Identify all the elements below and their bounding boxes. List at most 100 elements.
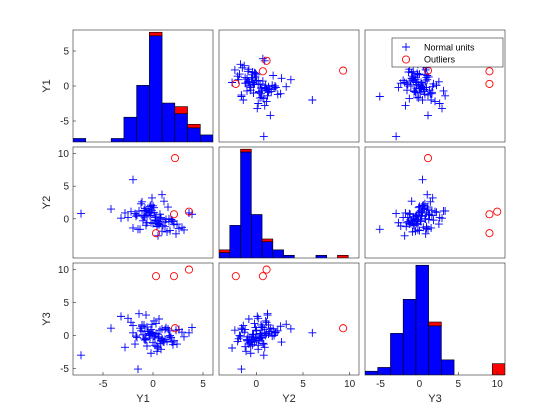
normal-unit-point	[253, 104, 262, 113]
normal-unit-point	[259, 351, 268, 360]
normal-unit-point	[408, 227, 417, 236]
histogram-bar-outlier	[337, 254, 349, 258]
normal-unit-point	[117, 312, 125, 321]
outlier-point	[184, 265, 194, 274]
normal-unit-point	[259, 132, 268, 141]
normal-unit-point	[140, 334, 148, 343]
y-tick-label: 5	[63, 47, 69, 58]
normal-unit-point	[246, 342, 255, 351]
x-tick-label: -5	[376, 379, 385, 390]
histogram-bar-normal	[136, 85, 150, 142]
normal-unit-point	[375, 225, 384, 234]
normal-unit-point	[142, 206, 150, 215]
normal-unit-point	[141, 327, 149, 336]
normal-unit-point	[243, 86, 251, 95]
normal-unit-point	[263, 311, 272, 320]
normal-unit-point	[173, 220, 181, 229]
x-axis-label-Y3: Y3	[428, 393, 441, 405]
normal-unit-point	[405, 220, 414, 229]
normal-unit-point	[233, 337, 242, 346]
legend-plus-icon	[402, 43, 410, 51]
histogram-bar-normal	[240, 151, 252, 258]
panel-Y2-vs-Y1	[72, 146, 214, 259]
normal-unit-point	[262, 97, 271, 106]
x-tick-label: 5	[300, 379, 306, 390]
normal-unit-point	[164, 203, 172, 212]
normal-unit-point	[253, 312, 262, 321]
histogram-bar-normal	[251, 214, 263, 258]
histogram-bar-normal	[110, 138, 125, 142]
normal-unit-point	[107, 324, 115, 333]
normal-unit-point	[107, 205, 115, 214]
normal-unit-point	[121, 343, 129, 352]
normal-unit-point	[143, 210, 151, 219]
normal-unit-point	[421, 214, 430, 223]
normal-unit-point	[417, 206, 425, 215]
normal-unit-point	[243, 336, 251, 345]
normal-unit-point	[257, 93, 266, 102]
normal-unit-point	[155, 332, 163, 341]
normal-unit-point	[133, 210, 141, 219]
normal-unit-point	[409, 67, 418, 76]
y-tick-label: -5	[60, 117, 69, 128]
normal-unit-point	[403, 86, 411, 95]
legend-label-normal: Normal units	[424, 43, 475, 53]
normal-unit-point	[147, 218, 155, 227]
legend-label-outliers: Outliers	[424, 55, 456, 65]
normal-unit-point	[236, 332, 245, 341]
histogram-bar-outlier	[428, 321, 442, 327]
normal-unit-point	[252, 326, 261, 335]
histogram-bar-normal	[73, 138, 87, 142]
histogram-bar-normal	[219, 252, 231, 258]
normal-unit-point	[161, 218, 169, 227]
histogram-bar-normal	[174, 113, 188, 142]
outlier-point	[170, 154, 180, 163]
normal-unit-point	[270, 331, 279, 340]
normal-unit-point	[266, 324, 275, 333]
normal-unit-point	[77, 209, 85, 218]
normal-unit-point	[427, 223, 436, 232]
legend: Normal units Outliers	[391, 37, 504, 68]
normal-unit-point	[163, 227, 171, 236]
normal-unit-point	[409, 221, 418, 230]
normal-unit-point	[131, 340, 139, 349]
normal-unit-point	[138, 211, 146, 220]
normal-unit-point	[147, 208, 155, 217]
panel-border	[72, 146, 214, 259]
legend-circle-icon	[401, 55, 411, 64]
normal-unit-point	[244, 340, 253, 349]
normal-unit-point	[250, 319, 259, 328]
x-tick-label: -5	[99, 379, 108, 390]
x-tick-label: 0	[254, 379, 260, 390]
normal-unit-point	[401, 208, 410, 217]
y-tick-label: 0	[63, 214, 69, 225]
normal-unit-point	[422, 83, 431, 92]
normal-unit-point	[259, 340, 268, 349]
panel-Y2-vs-Y3	[364, 146, 506, 259]
normal-unit-point	[134, 365, 142, 374]
normal-unit-point	[158, 324, 166, 333]
normal-unit-point	[410, 86, 419, 95]
normal-unit-point	[243, 67, 252, 76]
y-axis-label-Y3: Y3	[41, 312, 53, 325]
panel-plot-area	[365, 264, 505, 375]
histogram-bar-normal	[441, 359, 455, 375]
normal-unit-point	[129, 175, 137, 184]
histogram-bar-normal	[123, 116, 137, 142]
outlier-point	[339, 324, 348, 333]
normal-unit-point	[416, 89, 425, 97]
normal-unit-point	[427, 211, 436, 220]
normal-unit-point	[394, 218, 403, 227]
normal-unit-point	[409, 75, 418, 83]
y-tick-label: 10	[58, 265, 70, 276]
normal-unit-point	[241, 79, 250, 88]
normal-unit-point	[124, 213, 132, 222]
normal-unit-point	[129, 321, 137, 330]
outlier-point	[151, 272, 161, 281]
normal-unit-point	[154, 343, 162, 352]
normal-unit-point	[178, 223, 186, 232]
histogram-bar-normal	[415, 264, 429, 375]
panel-Y3-vs-Y1	[72, 262, 214, 376]
normal-unit-point	[77, 351, 85, 360]
